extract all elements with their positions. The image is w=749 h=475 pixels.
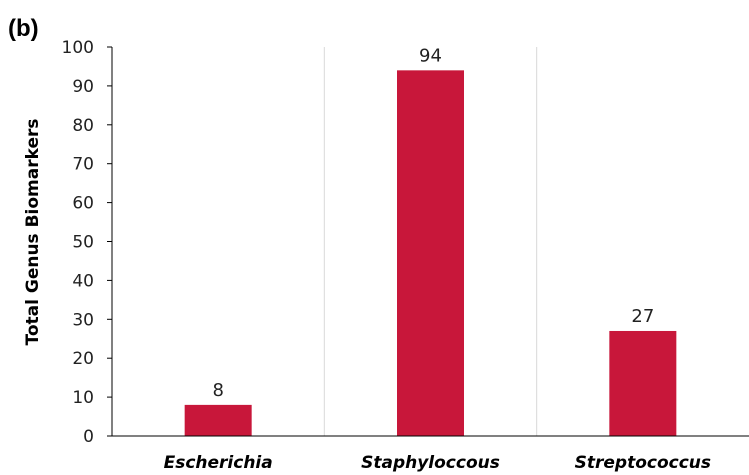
category-labels: Escherichia Staphyloccous Streptococcus xyxy=(164,453,711,473)
y-tick-label: 20 xyxy=(72,349,94,369)
y-tick-labels: 0 10 20 30 40 50 60 70 80 90 100 xyxy=(62,38,94,447)
bar-streptococcus xyxy=(609,330,677,436)
data-labels: 8 94 27 xyxy=(212,45,654,401)
bar-escherichia xyxy=(184,404,252,436)
y-tick-label: 60 xyxy=(72,194,94,214)
y-tick-label: 100 xyxy=(62,38,94,58)
y-tick-label: 10 xyxy=(72,388,94,408)
y-tick-label: 70 xyxy=(72,155,94,175)
y-tick-label: 80 xyxy=(72,116,94,136)
panel-label: (b) xyxy=(8,15,39,42)
y-axis-title: Total Genus Biomarkers xyxy=(23,118,43,345)
data-label-escherichia: 8 xyxy=(212,380,223,401)
axes xyxy=(107,46,749,437)
y-tick-label: 40 xyxy=(72,271,94,291)
category-label-streptococcus: Streptococcus xyxy=(575,453,711,473)
data-label-streptococcus: 27 xyxy=(631,306,654,327)
y-tick-label: 50 xyxy=(72,233,94,253)
category-label-escherichia: Escherichia xyxy=(164,453,273,473)
y-tick-label: 90 xyxy=(72,77,94,97)
bars xyxy=(184,70,677,436)
y-tick-label: 0 xyxy=(83,427,94,447)
category-label-staphyloccous: Staphyloccous xyxy=(361,453,500,473)
gridlines xyxy=(323,47,538,436)
y-tick-label: 30 xyxy=(72,310,94,330)
data-label-staphyloccous: 94 xyxy=(419,45,442,66)
bar-staphyloccous xyxy=(397,70,464,436)
